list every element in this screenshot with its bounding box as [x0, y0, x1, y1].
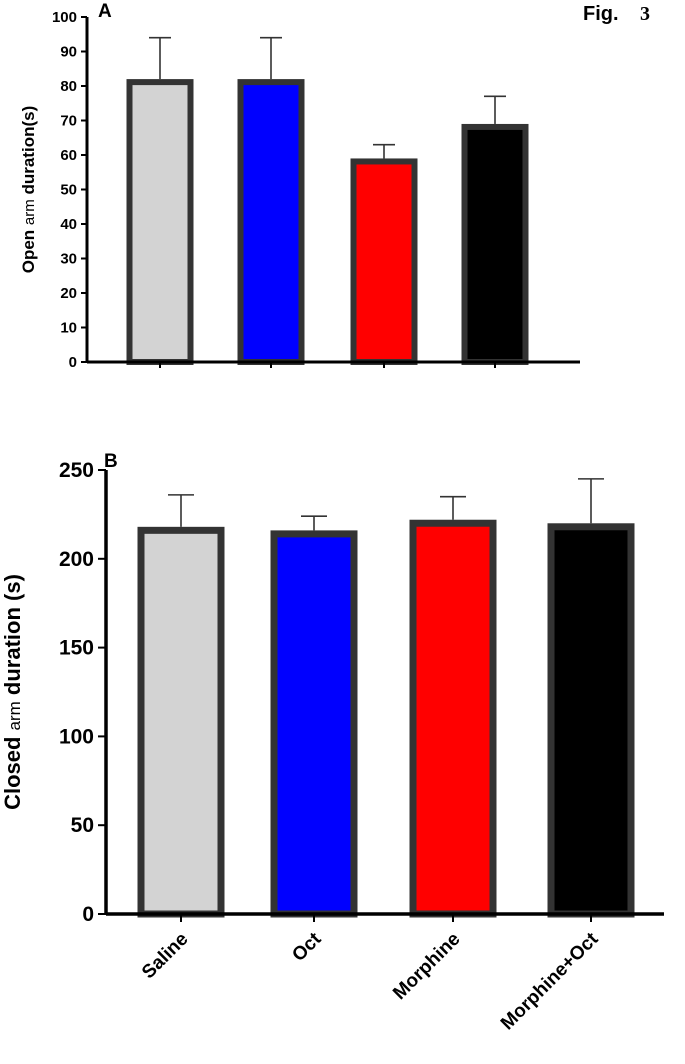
panel-a-y-axis-label-part: arm: [21, 199, 38, 225]
panel-a-bar: [350, 158, 418, 365]
panel-b-category-label: Oct: [288, 928, 326, 966]
panel-a-y-tick-label: 100: [52, 9, 77, 26]
panel-a-y-tick-label: 60: [60, 147, 77, 164]
panel-a-y-axis-label-part: Open: [19, 225, 38, 273]
panel-b-letter: B: [104, 451, 118, 472]
panel-b-bar: [137, 526, 225, 918]
panel-b-category-label: Morphine+Oct: [497, 928, 603, 1034]
panel-a-y-tick-label: 70: [60, 113, 77, 130]
panel-b-y-axis-label-part: Closed: [0, 730, 25, 809]
figure-label: Fig.: [583, 3, 619, 25]
panel-b-category-label: Saline: [138, 929, 192, 983]
panel-b-category-label: Morphine: [389, 929, 464, 1004]
panel-b-bar: [547, 523, 635, 918]
panel-a-y-axis-label-part: duration(s): [19, 106, 38, 200]
panel-b-y-tick-label: 200: [59, 548, 94, 571]
figure-number: 3: [640, 3, 650, 25]
panel-a-bar: [237, 79, 305, 365]
panel-a-y-tick-label: 50: [60, 182, 77, 199]
panel-b-bar: [270, 530, 358, 918]
panel-b-y-axis-label: Closed arm duration (s): [0, 574, 25, 810]
panel-a-bar: [461, 123, 529, 365]
panel-a-y-tick-label: 40: [60, 216, 77, 233]
panel-a-y-tick-label: 90: [60, 44, 77, 61]
panel-a-y-tick-label: 10: [60, 320, 77, 337]
panel-b-y-tick-label: 50: [71, 814, 94, 837]
panel-a-letter: A: [98, 1, 112, 22]
panel-b-y-tick-label: 250: [59, 459, 94, 482]
panel-a-y-tick-label: 0: [69, 354, 77, 371]
panel-a-y-tick-label: 30: [60, 251, 77, 268]
panel-b-y-axis-label-part: arm: [5, 701, 24, 730]
panel-b-y-tick-label: 150: [59, 637, 94, 660]
panel-a-y-tick-label: 80: [60, 78, 77, 95]
panel-a-y-tick-label: 20: [60, 285, 77, 302]
panel-a-y-axis-label: Open arm duration(s): [19, 106, 38, 274]
panel-a-bar: [126, 79, 194, 365]
panel-b-y-tick-label: 0: [82, 903, 94, 926]
panel-b-y-axis-label-part: duration (s): [0, 574, 25, 701]
panel-b-bar: [409, 519, 497, 918]
panel-b-y-tick-label: 100: [59, 725, 94, 748]
